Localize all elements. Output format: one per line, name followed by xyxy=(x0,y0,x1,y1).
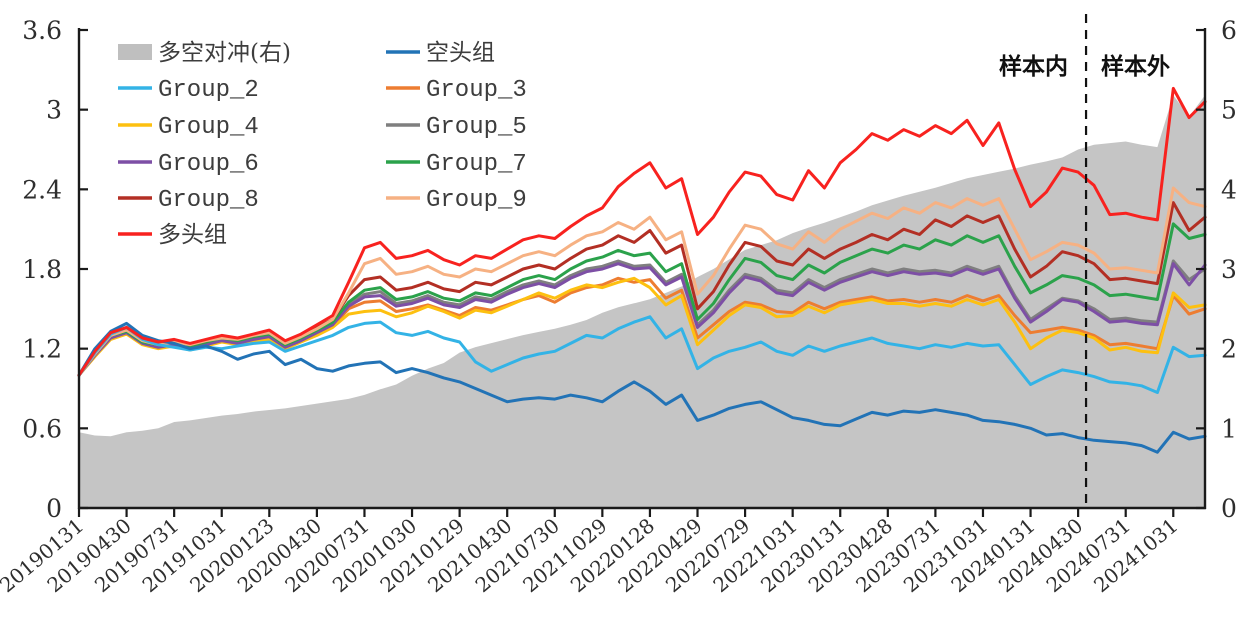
series-line-空头组 xyxy=(77,321,1207,454)
legend-label-Group_9: Group_9 xyxy=(426,187,527,214)
legend-label-多头组: 多头组 xyxy=(158,222,227,248)
legend-label-Group_2: Group_2 xyxy=(158,77,259,104)
right-tick-label: 6 xyxy=(1221,16,1237,45)
series-line-Group_2 xyxy=(77,315,1207,394)
right-tick-label: 5 xyxy=(1221,96,1237,125)
legend-label-空头组: 空头组 xyxy=(426,40,495,66)
legend-swatch-area xyxy=(118,44,152,60)
area-hedge-series xyxy=(79,95,1205,509)
series-line-Group_6 xyxy=(77,262,1207,377)
legend-label-Group_3: Group_3 xyxy=(426,77,527,104)
left-tick-label: 0 xyxy=(46,494,62,523)
right-tick-label: 2 xyxy=(1221,335,1237,364)
out-sample-label: 样本外 xyxy=(1101,53,1170,80)
legend-label-Group_8: Group_8 xyxy=(158,187,259,214)
left-tick-label: 1.8 xyxy=(22,255,62,284)
series-line-Group_9 xyxy=(77,186,1207,377)
legend-label-Group_5: Group_5 xyxy=(426,114,527,141)
legend-label-Group_6: Group_6 xyxy=(158,151,259,178)
left-tick-label: 3 xyxy=(46,96,62,125)
legend-label-Group_4: Group_4 xyxy=(158,114,259,141)
legend-label-Group_7: Group_7 xyxy=(426,151,527,178)
left-tick-label: 2.4 xyxy=(22,175,62,204)
left-tick-label: 3.6 xyxy=(22,16,62,45)
legend-label-多空对冲(右): 多空对冲(右) xyxy=(158,40,291,66)
right-tick-label: 1 xyxy=(1221,414,1237,443)
series-line-Group_4 xyxy=(77,276,1207,377)
right-tick-label: 4 xyxy=(1221,175,1237,204)
series-line-多头组 xyxy=(77,86,1207,377)
left-tick-label: 0.6 xyxy=(22,414,62,443)
right-tick-label: 3 xyxy=(1221,255,1237,284)
right-tick-label: 0 xyxy=(1221,494,1237,523)
left-tick-label: 1.2 xyxy=(22,335,62,364)
in-sample-label: 样本内 xyxy=(999,53,1068,80)
